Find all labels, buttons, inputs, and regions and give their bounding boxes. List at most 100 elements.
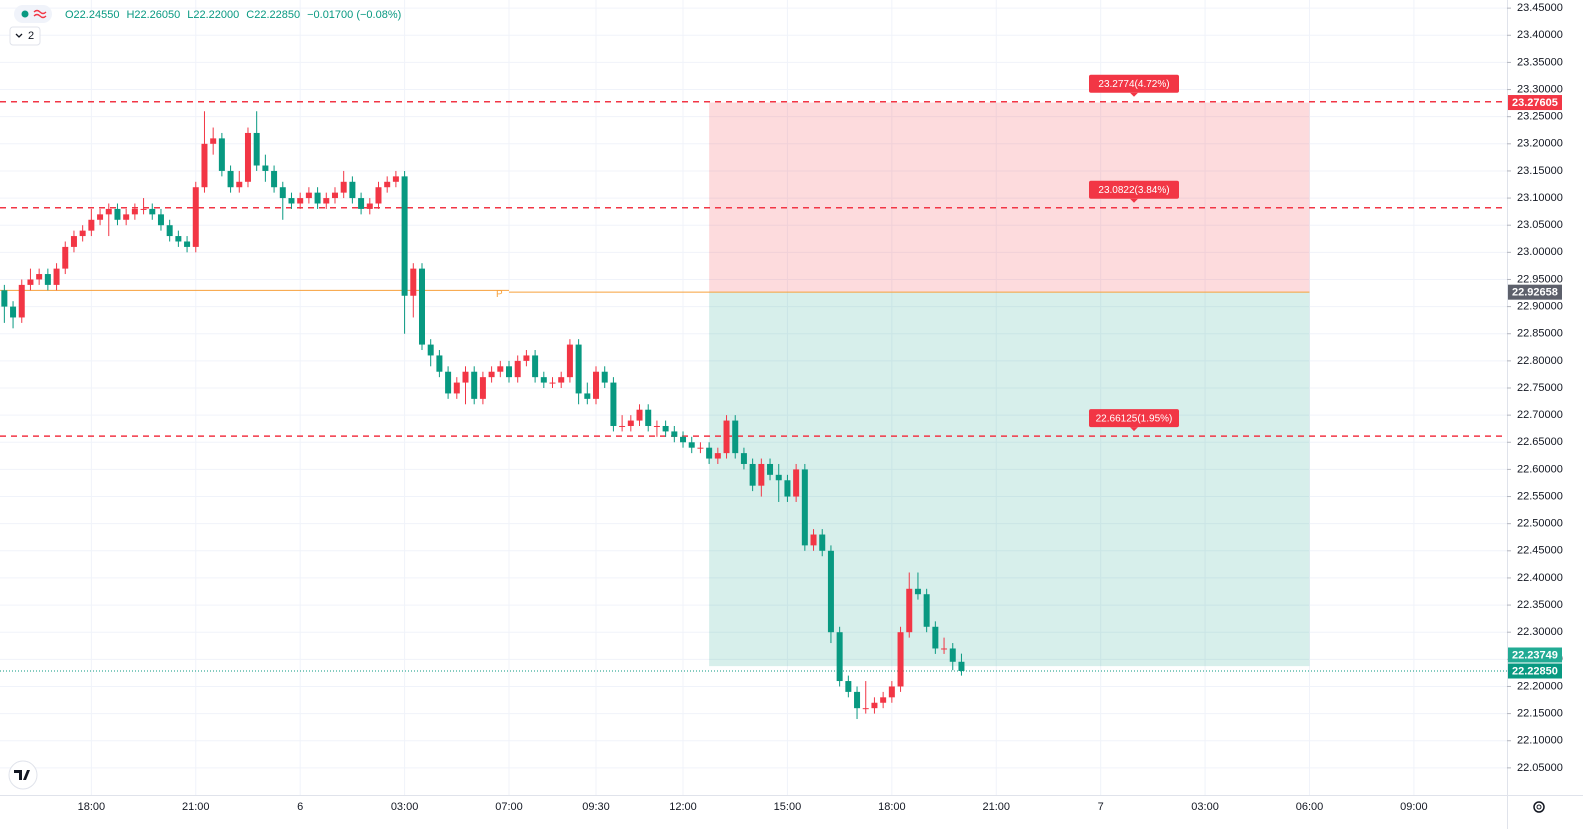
y-tick-label: 23.00000 bbox=[1517, 246, 1563, 258]
y-tick-label: 23.10000 bbox=[1517, 192, 1563, 204]
candle-body bbox=[114, 208, 121, 220]
y-tick-label: 23.20000 bbox=[1517, 138, 1563, 150]
candle-body bbox=[871, 702, 878, 709]
candle-body bbox=[253, 132, 260, 166]
candle-body bbox=[740, 453, 747, 464]
candle-body bbox=[149, 208, 156, 215]
candle-body bbox=[10, 306, 17, 318]
indicator-count: 2 bbox=[28, 30, 34, 42]
x-tick-label: 15:00 bbox=[774, 801, 802, 813]
candle-body bbox=[218, 138, 225, 171]
candle-body bbox=[610, 382, 617, 426]
candle-body bbox=[566, 344, 573, 378]
candle-body bbox=[688, 442, 695, 448]
x-tick-label: 07:00 bbox=[495, 801, 523, 813]
candle-body bbox=[888, 686, 895, 698]
y-tick-label: 22.80000 bbox=[1517, 355, 1563, 367]
candle-body bbox=[793, 469, 800, 497]
candle-body bbox=[297, 198, 304, 204]
candle-body bbox=[88, 219, 95, 231]
y-tick-label: 22.30000 bbox=[1517, 626, 1563, 638]
candle-body bbox=[105, 208, 112, 215]
candle-body bbox=[862, 708, 869, 710]
candle-body bbox=[558, 377, 565, 383]
candle-body bbox=[767, 463, 774, 475]
candle-body bbox=[479, 377, 486, 399]
price-label: 22.23749 bbox=[1512, 649, 1558, 661]
candle-body bbox=[593, 371, 600, 399]
candle-body bbox=[906, 588, 913, 633]
price-label-box bbox=[1508, 647, 1562, 663]
candle-body bbox=[70, 236, 77, 247]
candle-body bbox=[897, 632, 904, 687]
price-label: 23.27605 bbox=[1512, 97, 1558, 109]
candle-body bbox=[627, 420, 634, 426]
y-tick-label: 22.70000 bbox=[1517, 409, 1563, 421]
candle-body bbox=[349, 181, 356, 199]
y-tick-label: 23.15000 bbox=[1517, 165, 1563, 177]
symbol-toggle[interactable] bbox=[14, 5, 52, 23]
y-tick-label: 22.65000 bbox=[1517, 436, 1563, 448]
candle-body bbox=[410, 268, 417, 296]
candle-body bbox=[758, 463, 765, 486]
candle-body bbox=[471, 371, 478, 399]
y-tick-label: 22.15000 bbox=[1517, 708, 1563, 720]
candle-body bbox=[819, 534, 826, 551]
y-tick-label: 22.35000 bbox=[1517, 599, 1563, 611]
candle-body bbox=[192, 187, 199, 247]
candle-body bbox=[880, 697, 887, 703]
stop-zone bbox=[709, 102, 1310, 293]
candle-body bbox=[44, 274, 51, 285]
price-label: 22.92658 bbox=[1512, 287, 1558, 299]
y-tick-label: 22.75000 bbox=[1517, 382, 1563, 394]
indicator-toggle[interactable] bbox=[9, 26, 41, 46]
candle-body bbox=[427, 344, 434, 356]
y-tick-label: 22.05000 bbox=[1517, 762, 1563, 774]
candle-body bbox=[514, 360, 521, 378]
candle-body bbox=[271, 170, 278, 188]
x-tick-label: 18:00 bbox=[78, 801, 106, 813]
y-tick-label: 23.30000 bbox=[1517, 83, 1563, 95]
candle-body bbox=[131, 208, 138, 215]
logo[interactable] bbox=[8, 760, 38, 790]
y-tick-label: 22.20000 bbox=[1517, 680, 1563, 692]
candle-body bbox=[784, 480, 791, 497]
logo-mark bbox=[14, 770, 30, 780]
y-tick-label: 23.25000 bbox=[1517, 111, 1563, 123]
y-tick-label: 22.85000 bbox=[1517, 328, 1563, 340]
candle-body bbox=[140, 208, 147, 210]
candle-body bbox=[914, 588, 921, 595]
candle-body bbox=[201, 143, 208, 188]
candle-body bbox=[384, 181, 391, 188]
candle-body bbox=[18, 284, 25, 318]
x-tick-label: 6 bbox=[297, 801, 303, 813]
candle-body bbox=[645, 409, 652, 426]
candle-body bbox=[584, 393, 591, 399]
candle-body bbox=[314, 192, 321, 204]
y-tick-label: 23.40000 bbox=[1517, 29, 1563, 41]
candle-body bbox=[166, 225, 173, 237]
candle-body bbox=[601, 371, 608, 383]
candle-body bbox=[401, 176, 408, 296]
candle-body bbox=[653, 425, 660, 427]
candle-body bbox=[97, 214, 104, 220]
y-tick-label: 22.45000 bbox=[1517, 545, 1563, 557]
price-label: 22.22850 bbox=[1512, 665, 1558, 677]
x-tick-label: 03:00 bbox=[391, 801, 419, 813]
x-tick-label: 18:00 bbox=[878, 801, 906, 813]
settings-icon[interactable] bbox=[1533, 801, 1545, 813]
x-tick-label: 7 bbox=[1098, 801, 1104, 813]
candle-body bbox=[671, 431, 678, 437]
candle-body bbox=[801, 469, 808, 546]
gear bbox=[1533, 801, 1545, 813]
candle-body bbox=[497, 366, 504, 372]
candle-body bbox=[262, 165, 269, 171]
x-tick-label: 21:00 bbox=[182, 801, 210, 813]
price-label-box bbox=[1508, 663, 1562, 679]
level-label: 23.2774(4.72%) bbox=[1098, 79, 1169, 90]
candle-body bbox=[941, 648, 948, 650]
level-label-box bbox=[1089, 180, 1179, 199]
candle-body bbox=[723, 420, 730, 454]
